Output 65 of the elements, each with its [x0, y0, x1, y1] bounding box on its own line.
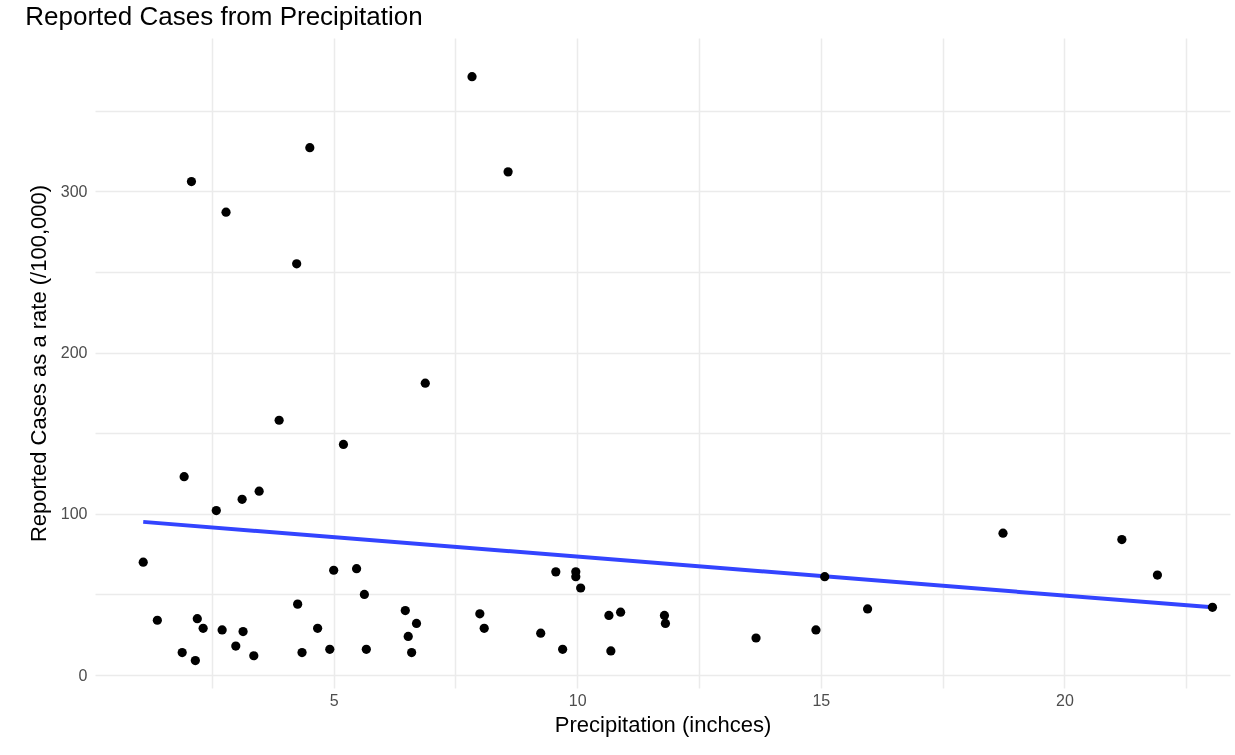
- point: [361, 644, 371, 654]
- point: [221, 207, 231, 217]
- point: [479, 623, 489, 633]
- point: [325, 644, 335, 654]
- point: [274, 415, 284, 425]
- point: [1207, 602, 1218, 612]
- point: [811, 625, 821, 635]
- point: [536, 628, 546, 638]
- y-tick-label: 100: [60, 505, 88, 523]
- point: [313, 623, 323, 633]
- point: [558, 644, 568, 654]
- x-tick-label: 10: [568, 691, 587, 709]
- point: [576, 583, 586, 593]
- point: [293, 599, 303, 609]
- point: [179, 472, 189, 482]
- point: [338, 439, 349, 450]
- point: [407, 647, 417, 658]
- point: [329, 565, 339, 575]
- point: [616, 607, 626, 617]
- point: [411, 618, 422, 629]
- point: [606, 646, 616, 656]
- point: [403, 631, 413, 641]
- point: [862, 604, 873, 614]
- chart-title: Reported Cases from Precipitation: [25, 1, 423, 31]
- x-tick-label: 20: [1055, 691, 1074, 709]
- point: [292, 259, 302, 269]
- point: [177, 647, 187, 658]
- x-tick-label: 15: [812, 691, 831, 709]
- point: [138, 557, 148, 567]
- point: [190, 655, 200, 666]
- point: [192, 614, 202, 624]
- point: [467, 72, 477, 82]
- y-axis-title: Reported Cases as a rate (/100,000): [25, 184, 51, 543]
- point: [231, 641, 241, 651]
- point: [998, 528, 1008, 538]
- point: [1117, 535, 1127, 545]
- point: [237, 494, 247, 504]
- point: [604, 610, 614, 621]
- point: [152, 615, 162, 625]
- point: [660, 618, 671, 629]
- point: [400, 605, 410, 616]
- point: [211, 505, 221, 516]
- point: [359, 589, 369, 600]
- point: [420, 378, 430, 388]
- point: [198, 623, 208, 633]
- point: [475, 609, 485, 619]
- y-tick-label: 200: [60, 344, 88, 362]
- point: [503, 167, 513, 177]
- point: [820, 572, 830, 582]
- point: [751, 633, 761, 643]
- x-tick-label: 5: [329, 691, 339, 709]
- y-tick-label: 300: [60, 182, 88, 200]
- point: [297, 647, 307, 658]
- x-axis-title: Precipitation (inchces): [554, 711, 772, 737]
- point: [305, 143, 315, 153]
- point: [186, 176, 197, 187]
- point: [351, 564, 362, 574]
- y-tick-label: 0: [78, 666, 88, 684]
- point: [1152, 570, 1163, 580]
- point: [551, 567, 561, 577]
- point: [238, 626, 248, 637]
- point: [254, 486, 264, 496]
- point: [249, 651, 259, 661]
- point: [659, 610, 670, 621]
- point: [217, 625, 227, 635]
